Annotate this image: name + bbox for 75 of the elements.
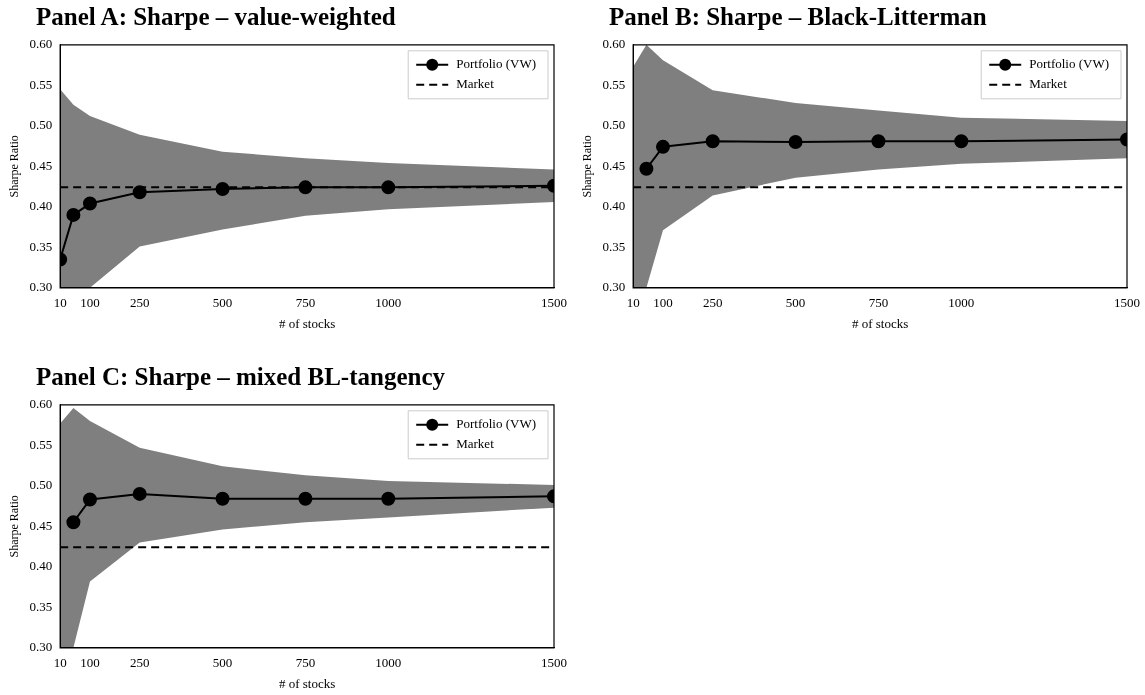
y-tick-label: 0.55 bbox=[29, 436, 53, 452]
y-tick-label: 0.50 bbox=[29, 117, 53, 133]
y-tick-label: 0.55 bbox=[602, 76, 626, 92]
legend-label: Market bbox=[456, 76, 495, 92]
x-tick-label: 750 bbox=[295, 655, 316, 671]
y-tick-label: 0.60 bbox=[29, 36, 53, 52]
point bbox=[215, 181, 230, 196]
y-tick-label: 0.40 bbox=[29, 558, 53, 574]
chart-title: Panel C: Sharpe – mixed BL-tangency bbox=[35, 362, 447, 392]
point bbox=[66, 207, 81, 222]
y-tick-label: 0.40 bbox=[602, 198, 626, 214]
legend-label: Market bbox=[1029, 76, 1068, 92]
y-axis-title: Sharpe Ratio bbox=[7, 135, 22, 198]
y-tick-label: 0.60 bbox=[29, 396, 53, 412]
x-tick-label: 500 bbox=[212, 295, 233, 311]
point bbox=[298, 180, 313, 195]
point bbox=[66, 515, 81, 530]
x-tick-label: 1500 bbox=[1114, 295, 1140, 311]
point bbox=[132, 486, 147, 501]
x-axis-title: # of stocks bbox=[278, 315, 336, 331]
point bbox=[298, 491, 313, 506]
legend-label: Portfolio (VW) bbox=[456, 416, 537, 432]
x-tick-label: 100 bbox=[80, 295, 100, 311]
x-tick-label: 500 bbox=[212, 655, 233, 671]
x-tick-label: 1500 bbox=[541, 655, 567, 671]
legend-label: Market bbox=[456, 436, 495, 452]
x-tick-label: 250 bbox=[129, 295, 150, 311]
y-tick-label: 0.45 bbox=[29, 157, 53, 173]
point bbox=[705, 134, 720, 149]
point bbox=[381, 180, 396, 195]
point bbox=[82, 196, 97, 211]
x-tick-label: 100 bbox=[653, 295, 673, 311]
x-axis-title: # of stocks bbox=[278, 675, 336, 691]
y-tick-label: 0.60 bbox=[602, 36, 626, 52]
point bbox=[132, 185, 147, 200]
x-tick-label: 1000 bbox=[375, 655, 402, 671]
y-tick-label: 0.35 bbox=[29, 598, 53, 614]
legend-label: Portfolio (VW) bbox=[456, 56, 537, 72]
y-tick-label: 0.40 bbox=[29, 198, 53, 214]
y-tick-label: 0.45 bbox=[602, 157, 626, 173]
x-tick-label: 750 bbox=[295, 295, 316, 311]
y-tick-label: 0.30 bbox=[602, 279, 626, 295]
point bbox=[82, 492, 97, 507]
y-axis-title: Sharpe Ratio bbox=[580, 135, 595, 198]
x-tick-label: 1500 bbox=[541, 295, 567, 311]
point bbox=[788, 135, 803, 149]
y-tick-label: 0.30 bbox=[29, 639, 53, 655]
y-tick-label: 0.45 bbox=[29, 517, 53, 533]
x-tick-label: 500 bbox=[785, 295, 806, 311]
x-tick-label: 250 bbox=[702, 295, 723, 311]
x-tick-label: 1000 bbox=[375, 295, 402, 311]
point bbox=[639, 161, 654, 176]
y-tick-label: 0.55 bbox=[29, 76, 53, 92]
point bbox=[871, 134, 886, 149]
x-tick-label: 10 bbox=[53, 295, 67, 311]
x-tick-label: 1000 bbox=[948, 295, 975, 311]
y-tick-label: 0.35 bbox=[29, 238, 53, 254]
y-tick-label: 0.50 bbox=[29, 477, 53, 493]
y-axis-title: Sharpe Ratio bbox=[7, 495, 22, 558]
x-axis-title: # of stocks bbox=[851, 315, 909, 331]
y-tick-label: 0.30 bbox=[29, 279, 53, 295]
x-tick-label: 100 bbox=[80, 655, 100, 671]
chart-title: Panel B: Sharpe – Black-Litterman bbox=[608, 2, 988, 32]
point bbox=[655, 139, 670, 154]
y-tick-label: 0.50 bbox=[602, 117, 626, 133]
x-tick-label: 250 bbox=[129, 655, 150, 671]
y-tick-label: 0.35 bbox=[602, 238, 626, 254]
legend-label: Portfolio (VW) bbox=[1029, 56, 1110, 72]
chart-title: Panel A: Sharpe – value-weighted bbox=[35, 2, 397, 32]
x-tick-label: 750 bbox=[868, 295, 889, 311]
point bbox=[215, 491, 230, 506]
point bbox=[381, 491, 396, 506]
x-tick-label: 10 bbox=[53, 655, 67, 671]
x-tick-label: 10 bbox=[626, 295, 640, 311]
point bbox=[954, 134, 969, 149]
